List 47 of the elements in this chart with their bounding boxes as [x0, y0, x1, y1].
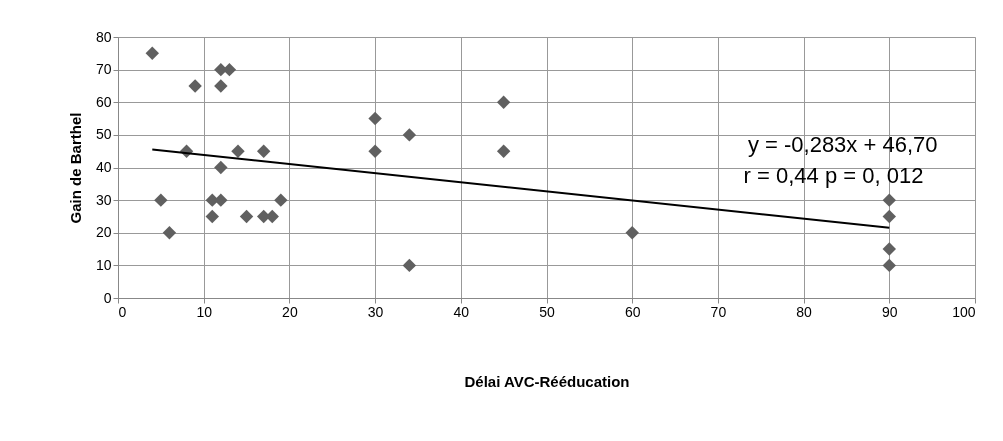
- x-tick-label: 60: [624, 303, 641, 320]
- x-tick-label: 40: [453, 303, 470, 320]
- annotation: r = 0,44 p = 0, 012: [743, 163, 924, 189]
- x-tick-label: 80: [796, 303, 813, 320]
- x-tick-label: 70: [710, 303, 727, 320]
- point: [145, 46, 159, 61]
- point: [402, 128, 417, 142]
- x-axis-title: Délai AVC-Rééducation: [464, 372, 630, 390]
- x-tick-label: 20: [282, 303, 298, 320]
- point: [882, 209, 897, 224]
- point: [214, 79, 228, 93]
- point: [368, 111, 382, 126]
- point: [214, 160, 228, 175]
- x-tick-label: 0: [118, 303, 127, 320]
- y-tick-label: 80: [95, 28, 112, 45]
- point: [205, 209, 219, 224]
- x-tick-label: 100: [952, 303, 976, 320]
- x-tick-label: 10: [196, 303, 213, 320]
- x-tick-label: 90: [882, 303, 898, 320]
- point: [882, 242, 897, 256]
- point: [496, 144, 511, 158]
- point: [274, 193, 288, 207]
- y-tick-label: 10: [95, 256, 112, 273]
- point: [231, 144, 245, 158]
- x-tick-label: 50: [539, 303, 555, 320]
- y-tick-label: 50: [95, 126, 112, 143]
- y-tick-label: 70: [95, 61, 112, 78]
- y-tick-label: 0: [103, 289, 112, 306]
- point: [256, 144, 271, 158]
- point: [154, 193, 168, 207]
- y-tick-label: 20: [95, 224, 112, 241]
- x-tick-label: 30: [367, 303, 384, 320]
- point: [496, 95, 511, 109]
- y-tick-label: 40: [95, 159, 112, 175]
- point: [239, 209, 254, 224]
- point: [214, 193, 228, 207]
- point: [162, 226, 177, 240]
- y-tick-label: 60: [95, 93, 112, 110]
- y-axis-title: Gain de Barthel: [66, 112, 84, 224]
- point: [368, 144, 382, 158]
- point: [188, 79, 202, 93]
- annotation: y = -0,283x + 46,70: [747, 132, 938, 158]
- point: [882, 193, 897, 207]
- point: [625, 226, 639, 240]
- point: [402, 258, 417, 273]
- point: [882, 258, 897, 273]
- y-tick-label: 30: [95, 191, 112, 208]
